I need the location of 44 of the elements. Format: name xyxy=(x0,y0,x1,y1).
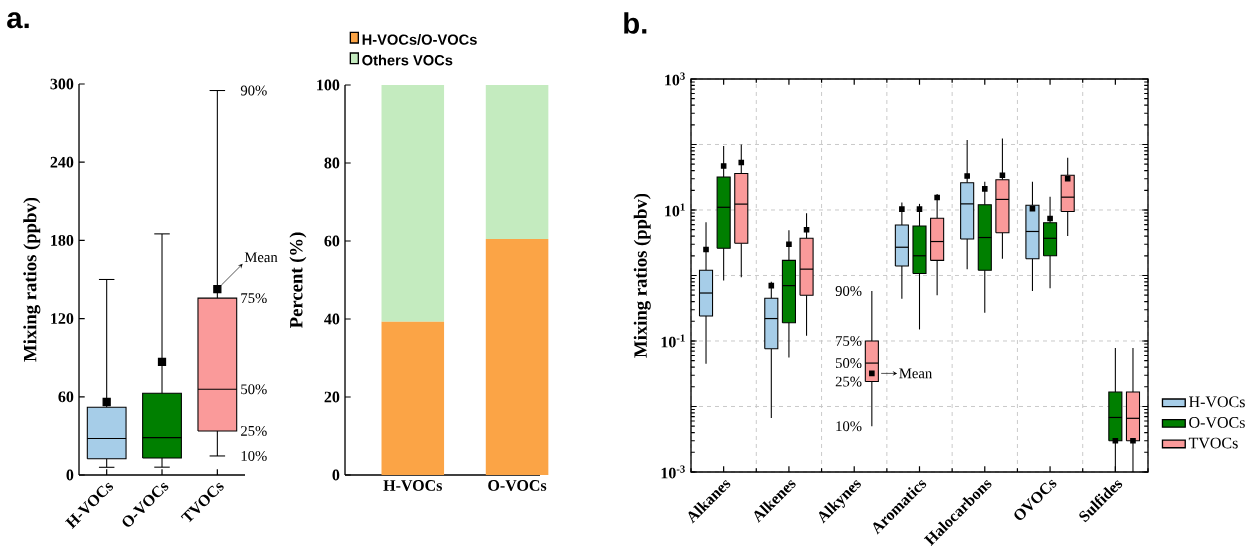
bar xyxy=(485,84,549,240)
annotation: 25% xyxy=(241,425,267,436)
annotation: 75% xyxy=(241,293,267,304)
legend-label: O-VOCs xyxy=(1189,417,1245,428)
chart-title: a. xyxy=(7,12,29,29)
y-tick-label: 10$^{-1}$ xyxy=(661,334,685,348)
bar xyxy=(381,321,445,475)
annotation: Mean xyxy=(244,252,278,263)
y-tick-label: 10$^{-3}$ xyxy=(661,465,685,479)
annotation: 75% xyxy=(836,336,862,346)
bar xyxy=(485,239,549,475)
x-tick-label: H-VOCs xyxy=(383,480,443,491)
y-axis-title: Percent (%) xyxy=(289,232,307,328)
annotation: 90% xyxy=(835,286,862,296)
bar xyxy=(381,84,445,322)
annotation: 50% xyxy=(835,358,862,369)
annotation: 10% xyxy=(241,451,267,461)
y-tick-label: 80 xyxy=(324,157,340,169)
legend-label: TVOCs xyxy=(1188,437,1238,449)
annotation: 25% xyxy=(835,376,862,387)
y-tick-label: 300 xyxy=(50,78,74,90)
y-tick-label: 60 xyxy=(58,391,74,403)
y-tick-label: 0 xyxy=(332,469,340,481)
y-tick-label: 180 xyxy=(51,234,74,246)
y-tick-label: 10$^{3}$ xyxy=(665,72,685,86)
legend-label: H-VOCs xyxy=(1189,396,1245,408)
x-tick-label: O-VOCs xyxy=(488,480,547,491)
y-tick-label: 100 xyxy=(317,79,340,91)
legend-label: Others VOCs xyxy=(362,54,453,66)
y-tick-label: 0 xyxy=(66,469,74,481)
y-axis-title: Mixing ratios (ppbv) xyxy=(23,197,41,362)
annotation: 10% xyxy=(836,421,862,432)
annotation: Mean xyxy=(899,368,933,379)
annotation: 50% xyxy=(241,384,267,395)
legend-label: H-VOCs/O-VOCs xyxy=(362,34,477,45)
y-tick-label: 20 xyxy=(324,391,340,403)
y-tick-label: 120 xyxy=(51,313,74,324)
y-axis-title: Mixing ratios (ppbv) xyxy=(633,193,651,358)
y-tick-label: 240 xyxy=(50,156,74,168)
y-tick-label: 10$^{1}$ xyxy=(665,203,685,217)
annotation: 90% xyxy=(240,85,267,96)
y-tick-label: 40 xyxy=(324,313,340,325)
chart-title: b. xyxy=(624,12,647,34)
y-tick-label: 60 xyxy=(324,235,340,247)
